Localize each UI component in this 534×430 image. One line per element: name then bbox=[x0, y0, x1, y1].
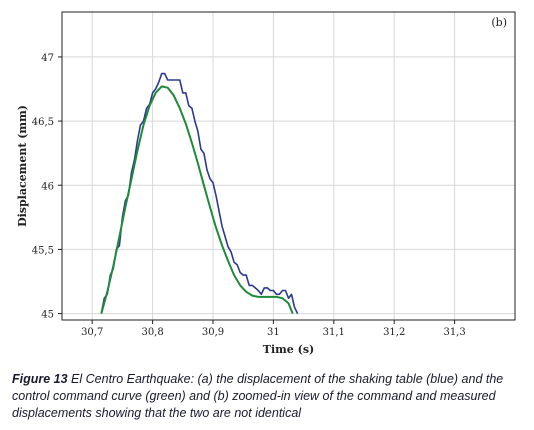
plot-frame bbox=[61, 11, 516, 321]
x-tick-label: 31,2 bbox=[383, 327, 405, 338]
x-tick-label: 30,7 bbox=[81, 327, 103, 338]
x-axis-title: Time (s) bbox=[263, 343, 314, 356]
series-line-green bbox=[100, 85, 294, 314]
series-line-blue bbox=[100, 72, 299, 314]
chart: 30,7 30,8 30,9 31 31,1 31,2 31,3 45 45,5 46 46,5 47… bbox=[16, 11, 516, 356]
panel-label: (b) bbox=[491, 16, 507, 29]
x-tick-label: 30,9 bbox=[202, 327, 224, 338]
x-tick-label: 31,1 bbox=[323, 327, 345, 338]
x-tick-label: 30,8 bbox=[141, 327, 163, 338]
y-axis-title: Displacement (mm) bbox=[16, 105, 29, 227]
x-tick-label: 31 bbox=[267, 327, 280, 338]
y-tick-label: 46 bbox=[41, 181, 54, 192]
figure-caption: Figure 13 El Centro Earthquake: (a) the … bbox=[12, 371, 527, 422]
figure-number: Figure 13 bbox=[12, 372, 68, 386]
y-tick-label: 47 bbox=[41, 53, 54, 64]
grid bbox=[62, 12, 515, 320]
y-tick-label: 45 bbox=[41, 310, 54, 321]
axis-ticks: 30,7 30,8 30,9 31 31,1 31,2 31,3 45 45,5 46 46,5 47 bbox=[32, 53, 466, 338]
plot-series bbox=[100, 72, 299, 314]
y-tick-label: 46,5 bbox=[32, 117, 54, 128]
x-tick-label: 31,3 bbox=[443, 327, 465, 338]
caption-text: El Centro Earthquake: (a) the displaceme… bbox=[12, 372, 504, 420]
y-tick-label: 45,5 bbox=[32, 245, 54, 256]
